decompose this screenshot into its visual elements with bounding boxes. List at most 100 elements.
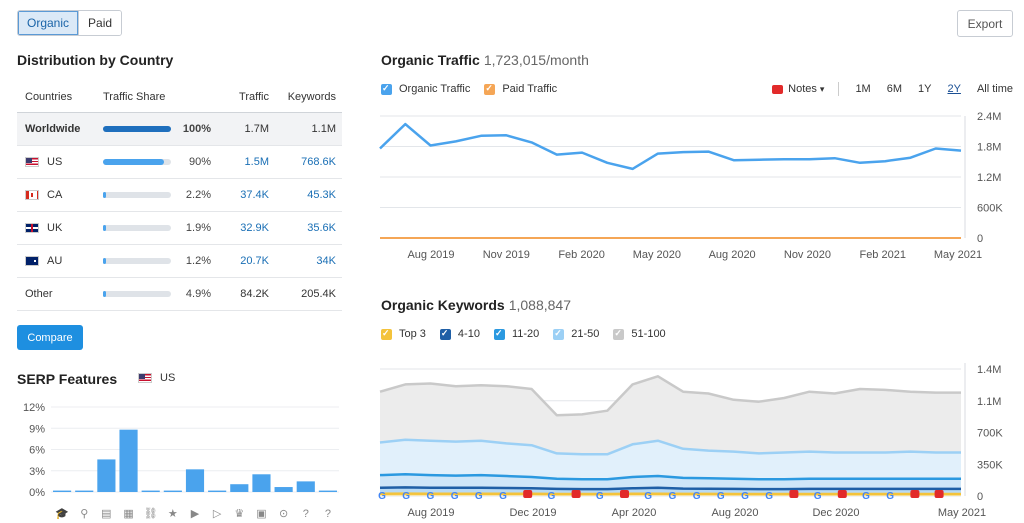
traffic-value: 1.7M xyxy=(211,112,275,146)
legend-51-100[interactable]: 51-100 xyxy=(613,328,666,340)
news-icon: ▤ xyxy=(101,508,111,520)
serp-bar xyxy=(163,490,182,492)
y-tick-label: 3% xyxy=(29,466,45,478)
y-tick-label: 0 xyxy=(977,233,983,245)
country-row[interactable]: AU 1.2% 20.7K 34K xyxy=(17,244,342,278)
legend-top3[interactable]: Top 3 xyxy=(381,328,426,340)
share-percent: 4.9% xyxy=(185,287,211,300)
google-update-icon: G xyxy=(886,491,894,502)
keywords-legend: Top 3 4-10 11-20 21-50 51-100 xyxy=(381,328,680,340)
traffic-legend: Organic Traffic Paid Traffic xyxy=(381,83,571,95)
legend-label: Organic Traffic xyxy=(399,83,471,95)
organic-traffic-chart: 2.4M 1.8M 1.2M 600K 0 Aug 2019 Nov 2019 Feb 202… xyxy=(379,111,1003,261)
period-1y[interactable]: 1Y xyxy=(918,83,932,95)
keywords-value[interactable]: 34K xyxy=(275,244,342,278)
note-marker-icon xyxy=(837,490,847,498)
serp-bar xyxy=(252,474,271,492)
period-6m[interactable]: 6M xyxy=(886,83,902,95)
serp-title: SERP Features xyxy=(17,371,118,387)
au-flag-icon xyxy=(25,255,39,266)
keywords-value[interactable]: 45.3K xyxy=(275,178,342,212)
country-row[interactable]: US 90% 1.5M 768.6K xyxy=(17,145,342,179)
compare-button[interactable]: Compare xyxy=(17,325,83,350)
x-tick-label: Nov 2019 xyxy=(483,249,530,261)
organic-paid-toggle: Organic Paid xyxy=(17,10,123,36)
period-1m[interactable]: 1M xyxy=(855,83,871,95)
x-tick-label: May 2021 xyxy=(934,249,982,261)
country-row[interactable]: Other 4.9% 84.2K 205.4K xyxy=(17,277,342,311)
checkbox-icon xyxy=(439,328,451,340)
legend-11-20[interactable]: 11-20 xyxy=(493,328,540,340)
legend-label: 11-20 xyxy=(511,328,540,340)
legend-label: Paid Traffic xyxy=(502,83,558,95)
share-bar-fill xyxy=(103,158,165,165)
traffic-value[interactable]: 20.7K xyxy=(211,244,275,278)
organic-traffic-value: 1,723,015/month xyxy=(483,52,589,68)
x-tick-label: Aug 2020 xyxy=(709,249,756,261)
tab-paid[interactable]: Paid xyxy=(78,11,122,35)
country-row[interactable]: UK 1.9% 32.9K 35.6K xyxy=(17,211,342,245)
us-flag-icon xyxy=(138,373,152,383)
notes-dropdown[interactable]: Notes ▾ xyxy=(772,82,840,96)
export-button[interactable]: Export xyxy=(957,10,1013,37)
google-update-icon: G xyxy=(765,491,773,502)
note-marker-icon xyxy=(523,490,533,498)
share-bar-fill xyxy=(103,125,171,132)
share-bar-fill xyxy=(103,290,107,297)
y-tick-label: 1.4M xyxy=(977,364,1001,376)
google-update-icon: G xyxy=(378,491,386,502)
share-bar xyxy=(103,158,171,165)
checkbox-icon xyxy=(381,83,392,95)
graduation-cap-icon: 🎓 xyxy=(55,508,69,520)
tab-organic[interactable]: Organic xyxy=(18,11,79,35)
share-cell: 90% xyxy=(95,145,211,179)
organic-keywords-value: 1,088,847 xyxy=(508,297,571,313)
period-all-time[interactable]: All time xyxy=(976,83,1013,95)
serp-bar xyxy=(97,459,116,492)
notes-label: Notes xyxy=(788,83,817,95)
share-bar-fill xyxy=(103,191,106,198)
x-tick-label: Nov 2020 xyxy=(784,249,831,261)
keywords-value[interactable]: 35.6K xyxy=(275,211,342,245)
google-update-icon: G xyxy=(499,491,507,502)
traffic-value[interactable]: 1.5M xyxy=(211,145,275,179)
share-percent: 2.2% xyxy=(185,188,211,201)
share-cell: 100% xyxy=(95,112,211,146)
organic-keywords-chart: 1.4M 1.1M 700K 350K 0 G G G G G G G G G G G G G G G G G Aug 20… xyxy=(378,363,1003,519)
country-table: Countries Traffic Share Traffic Keywords… xyxy=(17,82,342,311)
serp-country-selector[interactable]: US xyxy=(138,372,175,384)
google-update-icon: G xyxy=(741,491,749,502)
traffic-value[interactable]: 32.9K xyxy=(211,211,275,245)
legend-paid-traffic[interactable]: Paid Traffic xyxy=(484,83,557,95)
checkbox-icon xyxy=(484,83,496,95)
x-tick-label: Feb 2020 xyxy=(558,249,604,261)
country-row[interactable]: Worldwide 100% 1.7M 1.1M xyxy=(17,112,342,146)
google-update-icon: G xyxy=(548,491,556,502)
traffic-value[interactable]: 37.4K xyxy=(211,178,275,212)
legend-organic-traffic[interactable]: Organic Traffic xyxy=(381,83,470,95)
video-icon: ▶ xyxy=(191,508,200,520)
keywords-value[interactable]: 768.6K xyxy=(275,145,342,179)
country-name: UK xyxy=(47,221,63,234)
period-2y[interactable]: 2Y xyxy=(947,83,961,95)
google-update-icon: G xyxy=(717,491,725,502)
country-cell: UK xyxy=(17,211,95,245)
ca-flag-icon xyxy=(25,189,39,200)
x-tick-label: Aug 2019 xyxy=(407,507,454,519)
col-traffic: Traffic xyxy=(211,82,275,113)
country-name: US xyxy=(47,155,63,168)
star-icon: ★ xyxy=(168,508,178,520)
legend-21-50[interactable]: 21-50 xyxy=(553,328,599,340)
share-bar xyxy=(103,257,171,264)
google-update-icon: G xyxy=(814,491,822,502)
organic-traffic-title: Organic Traffic 1,723,015/month xyxy=(381,52,589,68)
country-row[interactable]: CA 2.2% 37.4K 45.3K xyxy=(17,178,342,212)
country-name: Worldwide xyxy=(25,122,81,135)
y-tick-label: 9% xyxy=(29,423,45,435)
legend-4-10[interactable]: 4-10 xyxy=(439,328,480,340)
keywords-value: 1.1M xyxy=(275,112,342,146)
serp-country-label: US xyxy=(160,372,176,384)
share-bar-fill xyxy=(103,257,106,264)
note-marker-icon xyxy=(571,490,581,498)
col-keywords: Keywords xyxy=(275,82,342,113)
